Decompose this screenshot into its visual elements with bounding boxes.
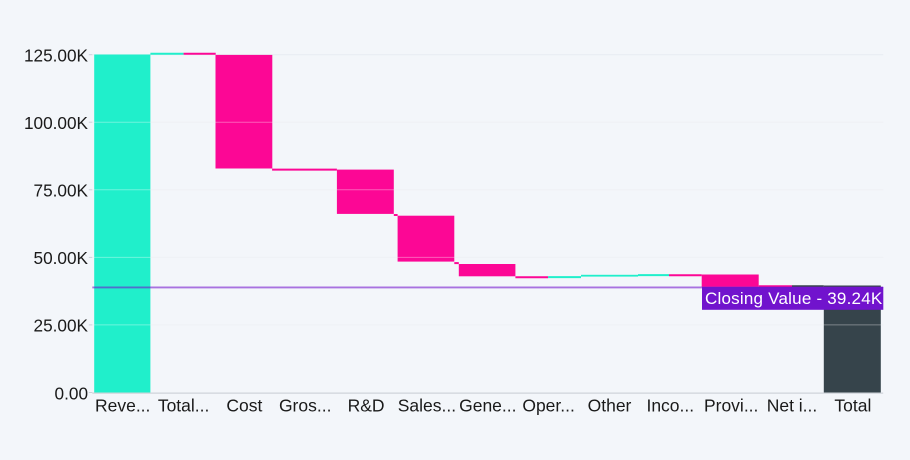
svg-text:Other: Other (588, 395, 632, 415)
svg-text:Closing Value - 39.24K: Closing Value - 39.24K (705, 289, 883, 308)
svg-text:Sales...: Sales... (398, 395, 456, 415)
svg-text:50.00K: 50.00K (34, 248, 89, 268)
svg-text:Cost: Cost (226, 395, 262, 415)
svg-text:Inco...: Inco... (646, 395, 694, 415)
svg-text:Provi...: Provi... (704, 395, 758, 415)
svg-text:125.00K: 125.00K (24, 46, 89, 66)
svg-text:0.00: 0.00 (55, 383, 88, 403)
svg-text:Oper...: Oper... (522, 395, 575, 415)
svg-text:25.00K: 25.00K (34, 316, 89, 336)
svg-text:Total...: Total... (158, 395, 210, 415)
svg-text:Total: Total (834, 395, 871, 415)
svg-text:Gene...: Gene... (459, 395, 516, 415)
svg-text:R&D: R&D (348, 395, 385, 415)
svg-text:Net i...: Net i... (767, 395, 818, 415)
svg-text:100.00K: 100.00K (24, 113, 89, 133)
svg-text:75.00K: 75.00K (34, 181, 89, 201)
svg-text:Gros...: Gros... (279, 395, 332, 415)
svg-text:Reve...: Reve... (95, 395, 150, 415)
